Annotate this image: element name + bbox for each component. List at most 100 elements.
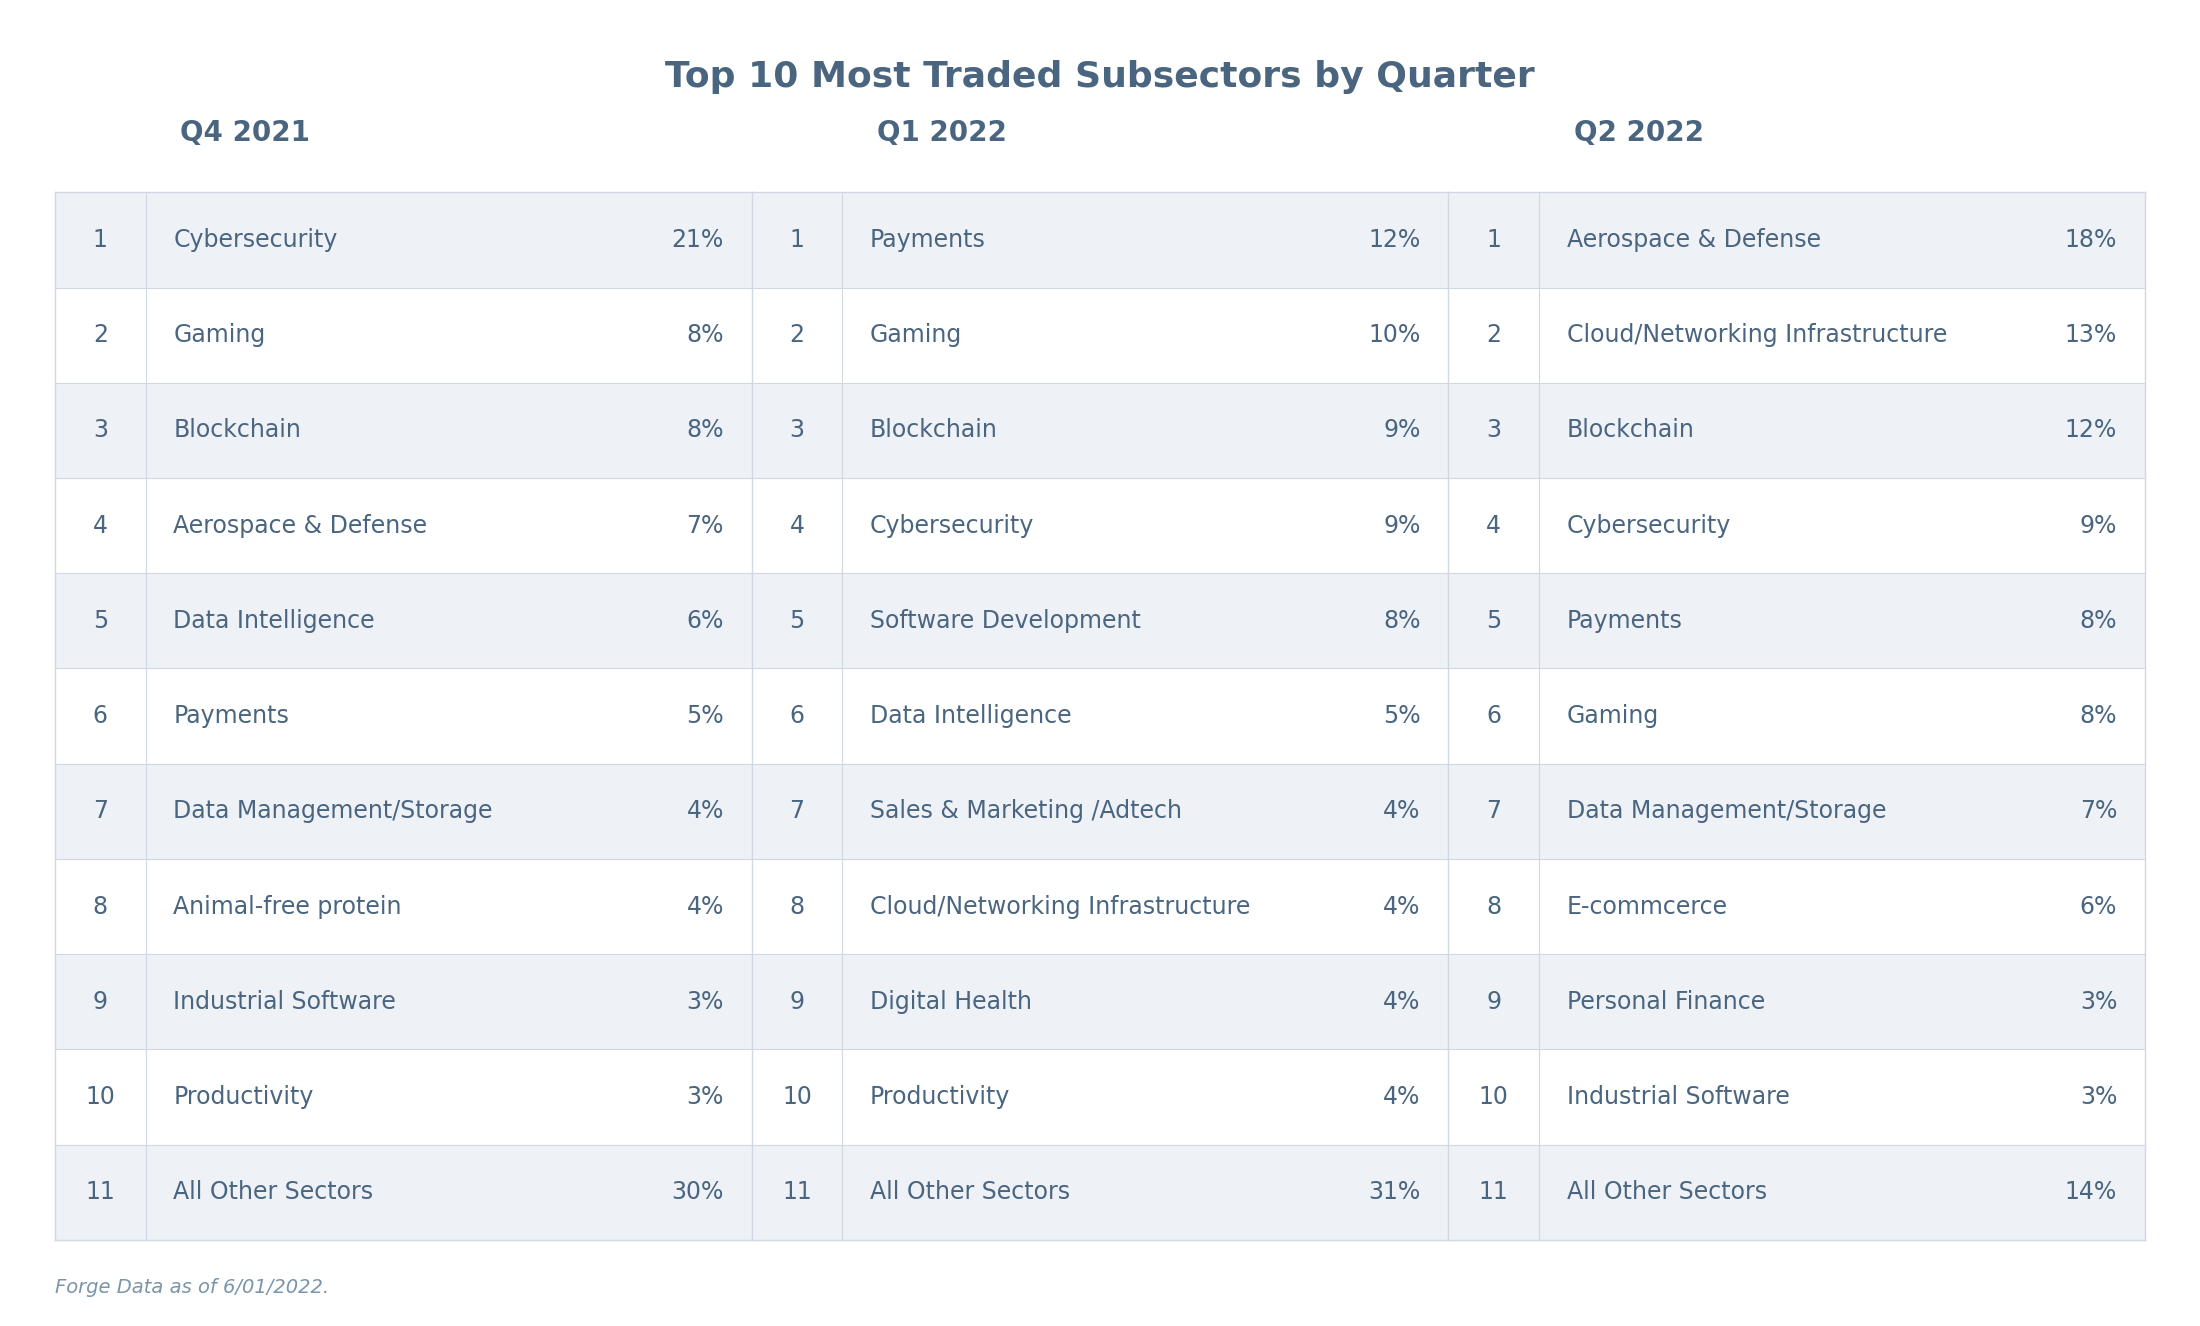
Bar [1448,764,2145,859]
Bar [752,573,1448,668]
Bar [55,955,752,1049]
Text: 7: 7 [1487,800,1500,823]
Text: 3: 3 [1487,418,1500,443]
Text: 8%: 8% [2079,609,2116,633]
Bar [752,477,1448,573]
Text: 10: 10 [781,1085,812,1109]
Text: 5: 5 [1485,609,1500,633]
Text: 9%: 9% [1384,513,1421,537]
Text: 9: 9 [1487,989,1500,1014]
Text: 4%: 4% [1384,1085,1421,1109]
Text: All Other Sectors: All Other Sectors [174,1180,374,1204]
Text: 11: 11 [1478,1180,1509,1204]
Bar [1448,477,2145,573]
Bar [1448,1144,2145,1240]
Text: 4%: 4% [1384,800,1421,823]
Text: Gaming: Gaming [1566,704,1659,728]
Text: Industrial Software: Industrial Software [174,989,396,1014]
Text: Aerospace & Defense: Aerospace & Defense [174,513,427,537]
Bar [55,383,752,477]
Text: 9: 9 [790,989,805,1014]
Text: 9%: 9% [2079,513,2116,537]
Text: 7: 7 [92,800,108,823]
Text: Blockchain: Blockchain [1566,418,1694,443]
Text: 3%: 3% [2079,1085,2116,1109]
Text: 7: 7 [790,800,805,823]
Bar [752,1049,1448,1144]
Text: 21%: 21% [671,228,724,252]
Bar [55,1144,752,1240]
Text: Aerospace & Defense: Aerospace & Defense [1566,228,1822,252]
Text: 5%: 5% [686,704,724,728]
Text: Productivity: Productivity [174,1085,315,1109]
Text: 13%: 13% [2066,324,2116,347]
Text: Cybersecurity: Cybersecurity [871,513,1034,537]
Bar [55,573,752,668]
Bar [752,192,1448,288]
Text: 5: 5 [790,609,805,633]
Text: 8: 8 [92,895,108,919]
Text: Payments: Payments [174,704,290,728]
Text: 5: 5 [92,609,108,633]
Text: 8: 8 [790,895,805,919]
Text: 6%: 6% [2079,895,2116,919]
Bar [752,288,1448,383]
Bar [55,859,752,955]
Text: 11: 11 [86,1180,114,1204]
Text: 7%: 7% [2079,800,2116,823]
Bar [752,668,1448,764]
Bar [55,668,752,764]
Text: 4%: 4% [686,895,724,919]
Text: Gaming: Gaming [174,324,266,347]
Bar [752,383,1448,477]
Text: 1: 1 [92,228,108,252]
Text: Cybersecurity: Cybersecurity [174,228,339,252]
Bar [752,955,1448,1049]
Bar [1448,955,2145,1049]
Text: Personal Finance: Personal Finance [1566,989,1764,1014]
Text: 3%: 3% [686,989,724,1014]
Bar [1448,192,2145,288]
Bar [55,192,752,288]
Text: 4: 4 [92,513,108,537]
Text: Payments: Payments [1566,609,1683,633]
Bar [752,1144,1448,1240]
Bar [1448,1049,2145,1144]
Text: Digital Health: Digital Health [871,989,1032,1014]
Bar [752,764,1448,859]
Text: E-commcerce: E-commcerce [1566,895,1727,919]
Text: 3: 3 [92,418,108,443]
Text: Industrial Software: Industrial Software [1566,1085,1789,1109]
Text: 9%: 9% [1384,418,1421,443]
Text: 4%: 4% [1384,895,1421,919]
Bar [1448,573,2145,668]
Text: 11: 11 [781,1180,812,1204]
Text: 3%: 3% [2079,989,2116,1014]
Text: 12%: 12% [1368,228,1421,252]
Text: Cloud/Networking Infrastructure: Cloud/Networking Infrastructure [871,895,1250,919]
Text: 9: 9 [92,989,108,1014]
Text: 4: 4 [790,513,805,537]
Text: Cybersecurity: Cybersecurity [1566,513,1731,537]
Text: 2: 2 [1487,324,1500,347]
Text: 18%: 18% [2066,228,2116,252]
Bar [752,859,1448,955]
Bar [1448,668,2145,764]
Text: Blockchain: Blockchain [871,418,999,443]
Text: 6: 6 [1487,704,1500,728]
Text: 10: 10 [86,1085,114,1109]
Text: Data Intelligence: Data Intelligence [174,609,374,633]
Text: Cloud/Networking Infrastructure: Cloud/Networking Infrastructure [1566,324,1947,347]
Text: 6: 6 [790,704,805,728]
Bar [1448,859,2145,955]
Text: 8%: 8% [1384,609,1421,633]
Text: Data Intelligence: Data Intelligence [871,704,1071,728]
Bar [55,288,752,383]
Text: 4%: 4% [1384,989,1421,1014]
Text: Sales & Marketing /Adtech: Sales & Marketing /Adtech [871,800,1181,823]
Text: Q2 2022: Q2 2022 [1573,118,1703,147]
Text: Q1 2022: Q1 2022 [878,118,1008,147]
Text: Software Development: Software Development [871,609,1142,633]
Text: Forge Data as of 6/01/2022.: Forge Data as of 6/01/2022. [55,1278,330,1297]
Text: 7%: 7% [686,513,724,537]
